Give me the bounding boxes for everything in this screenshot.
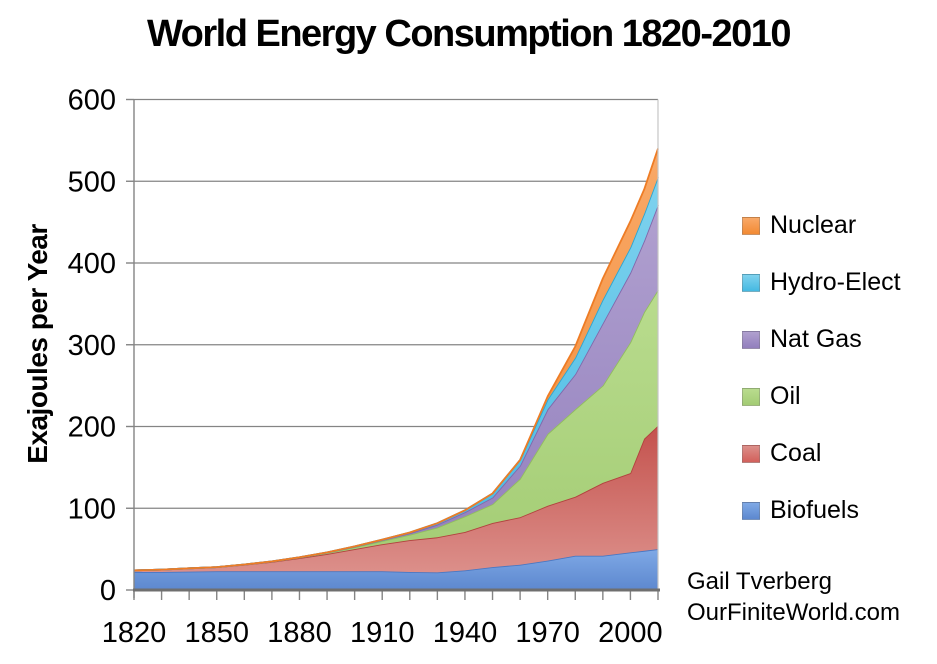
legend-item-hydro-elect: Hydro-Elect (742, 270, 901, 295)
legend-swatch-nuclear (742, 216, 760, 235)
legend-label: Nat Gas (770, 325, 862, 353)
edge-nuclear (133, 148, 659, 572)
y-tick-label: 500 (68, 166, 116, 198)
legend-swatch-hydro-elect (742, 273, 760, 292)
x-tick-label: 1850 (184, 617, 249, 649)
area-biofuels (134, 549, 658, 590)
area-oil (134, 290, 658, 571)
x-tick-label: 1940 (433, 617, 498, 649)
y-tick-label: 400 (68, 248, 116, 280)
x-tick-label: 1970 (515, 617, 580, 649)
legend-label: Hydro-Elect (770, 268, 901, 296)
x-tick-label: 1820 (102, 617, 167, 649)
y-tick-label: 100 (68, 493, 116, 525)
legend: Nuclear Hydro-Elect Nat Gas Oil Coal Bio… (742, 213, 901, 523)
legend-label: Oil (770, 382, 801, 410)
x-tick-label: 1910 (350, 617, 415, 649)
attribution: Gail Tverberg OurFiniteWorld.com (687, 566, 900, 628)
x-tick-label: 1880 (267, 617, 332, 649)
legend-label: Nuclear (770, 211, 857, 239)
y-tick-label: 0 (100, 575, 116, 607)
chart-title: World Energy Consumption 1820-2010 (146, 13, 792, 55)
legend-item-coal: Coal (742, 441, 901, 466)
legend-item-nat-gas: Nat Gas (742, 327, 901, 352)
legend-swatch-coal (742, 444, 760, 463)
area-coal (134, 425, 658, 573)
legend-item-biofuels: Biofuels (742, 498, 901, 523)
legend-swatch-oil (742, 387, 760, 406)
legend-swatch-biofuels (742, 501, 760, 520)
attribution-author: Gail Tverberg (687, 568, 832, 595)
x-tick-label: 2000 (598, 617, 663, 649)
legend-label: Biofuels (770, 496, 859, 524)
y-tick-label: 600 (68, 85, 116, 117)
legend-label: Coal (770, 439, 822, 467)
y-tick-label: 200 (68, 412, 116, 444)
attribution-website: OurFiniteWorld.com (687, 599, 900, 626)
legend-item-nuclear: Nuclear (742, 213, 901, 238)
legend-item-oil: Oil (742, 384, 901, 409)
y-tick-label: 300 (68, 330, 116, 362)
legend-swatch-nat-gas (742, 330, 760, 349)
